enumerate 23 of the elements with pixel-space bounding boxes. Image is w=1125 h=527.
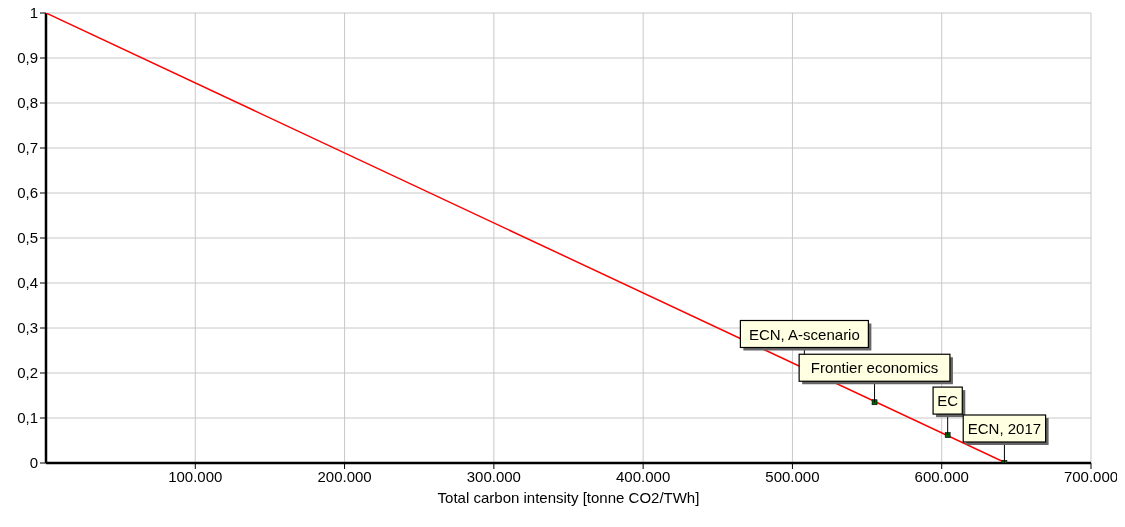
annotation: ECN, A-scenario (748, 325, 860, 343)
x-tick-label: 600.000 (914, 467, 969, 485)
x-tick-label: 300.000 (466, 467, 521, 485)
y-tick-label: 0 (29, 454, 38, 471)
annotation: Frontier economics (810, 359, 939, 377)
y-tick-label: 0,6 (17, 184, 38, 201)
y-tick-label: 0,7 (17, 139, 38, 156)
y-tick-label: 0,4 (17, 274, 38, 291)
x-axis-title: Total carbon intensity [tonne CO2/TWh] (437, 489, 700, 506)
y-tick-label: 0,1 (17, 409, 38, 426)
x-tick-label: 700.000 (1063, 467, 1119, 485)
x-tick-label: 100.000 (168, 467, 223, 485)
y-tick-label: 0,9 (17, 49, 38, 66)
y-tick-label: 1 (29, 4, 38, 21)
annotation: ECN, 2017 (967, 420, 1042, 437)
y-tick-label: 0,2 (17, 364, 38, 381)
x-tick-label: 200.000 (317, 467, 372, 485)
y-tick-label: 0,8 (17, 94, 38, 111)
annotation: EC (937, 392, 959, 410)
y-tick-label: 0,5 (17, 229, 38, 246)
x-tick-label: 500.000 (765, 467, 820, 485)
y-tick-label: 0,3 (17, 319, 38, 336)
x-tick-label: 400.000 (616, 467, 671, 485)
